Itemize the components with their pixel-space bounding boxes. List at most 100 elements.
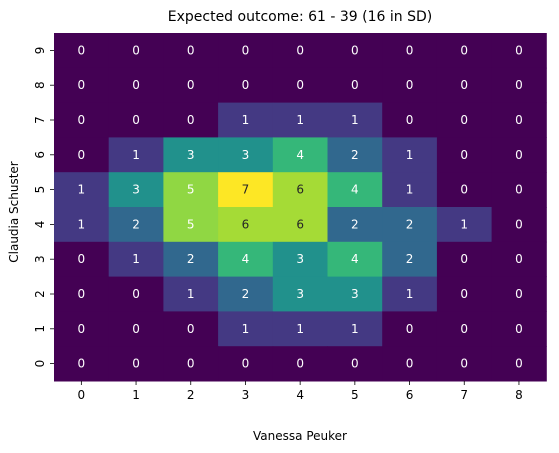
heatmap-cell-r1-c3	[218, 311, 274, 347]
heatmap-cell-r3-c5	[327, 241, 383, 278]
heatmap-cell-r3-c2	[163, 241, 219, 278]
heatmap-cell-r1-c7	[436, 311, 493, 347]
cell-value-label: 2	[132, 217, 140, 231]
cell-value-label: 0	[515, 148, 523, 162]
cell-value-label: 0	[187, 43, 195, 57]
heatmap-cell-r7-c3	[218, 102, 274, 138]
heatmap-cell-r0-c1	[108, 346, 164, 382]
cell-value-label: 0	[515, 113, 523, 127]
cell-value-label: 0	[515, 183, 523, 197]
heatmap-cell-r1-c2	[163, 311, 219, 347]
heatmap-cell-r7-c0	[54, 102, 110, 138]
heatmap-cell-r7-c2	[163, 102, 219, 138]
cell-value-label: 6	[242, 217, 250, 231]
cell-value-label: 1	[351, 322, 359, 336]
heatmap-cell-r9-c1	[108, 33, 164, 69]
cell-value-label: 2	[187, 252, 195, 266]
x-tick-label: 1	[132, 388, 140, 402]
cell-value-label: 7	[242, 183, 250, 197]
cell-value-label: 0	[406, 322, 414, 336]
heatmap-cell-r8-c6	[382, 67, 438, 104]
x-tick-label: 0	[78, 388, 86, 402]
heatmap-cell-r4-c4	[272, 207, 328, 243]
heatmap-cell-r3-c8	[491, 241, 547, 278]
cell-value-label: 1	[460, 217, 468, 231]
y-axis-title: Claudia Schuster	[7, 161, 21, 263]
cell-value-label: 6	[296, 217, 304, 231]
heatmap-cell-r5-c8	[491, 172, 547, 208]
heatmap-cell-r8-c3	[218, 67, 274, 104]
cell-value-label: 0	[460, 357, 468, 371]
cell-value-label: 0	[515, 252, 523, 266]
x-tick-label: 5	[351, 388, 359, 402]
cell-value-label: 3	[351, 287, 359, 301]
heatmap-cell-r9-c4	[272, 33, 328, 69]
cell-value-label: 0	[242, 78, 250, 92]
cell-value-label: 0	[296, 43, 304, 57]
cell-value-label: 2	[351, 217, 359, 231]
cell-value-label: 1	[187, 287, 195, 301]
cell-value-label: 0	[78, 43, 86, 57]
cell-value-label: 0	[515, 357, 523, 371]
heatmap-cell-r8-c0	[54, 67, 110, 104]
y-tick-label: 3	[33, 255, 47, 263]
heatmap-cell-r6-c4	[272, 137, 328, 173]
cell-value-label: 0	[406, 113, 414, 127]
cell-value-label: 1	[296, 322, 304, 336]
cell-value-label: 1	[132, 148, 140, 162]
heatmap-cell-r5-c7	[436, 172, 493, 208]
heatmap-cell-r2-c3	[218, 276, 274, 312]
heatmap-cell-r0-c4	[272, 346, 328, 382]
cell-value-label: 0	[406, 78, 414, 92]
heatmap-cell-r0-c3	[218, 346, 274, 382]
x-tick-label: 3	[242, 388, 250, 402]
cell-value-label: 4	[242, 252, 250, 266]
cell-value-label: 4	[296, 148, 304, 162]
x-tick-label: 7	[460, 388, 468, 402]
x-tick-label: 6	[406, 388, 414, 402]
cell-value-label: 0	[78, 78, 86, 92]
heatmap-cell-r5-c0	[54, 172, 110, 208]
y-axis-ticks: 9 8 7 6 5 4 3 2 1 0	[33, 47, 54, 367]
y-tick-label: 9	[33, 47, 47, 55]
y-tick-label: 5	[33, 186, 47, 194]
cell-value-label: 0	[406, 357, 414, 371]
heatmap-cell-r8-c5	[327, 67, 383, 104]
cell-value-label: 3	[187, 148, 195, 162]
heatmap-cell-r7-c5	[327, 102, 383, 138]
heatmap-cell-r9-c5	[327, 33, 383, 69]
heatmap-cell-r5-c1	[108, 172, 164, 208]
heatmap-cell-r0-c6	[382, 346, 438, 382]
heatmap-cell-r8-c8	[491, 67, 547, 104]
y-tick-label: 2	[33, 290, 47, 298]
cell-value-label: 0	[460, 252, 468, 266]
cell-value-label: 0	[351, 43, 359, 57]
heatmap-cell-r2-c7	[436, 276, 493, 312]
heatmap-cell-r9-c6	[382, 33, 438, 69]
heatmap-cell-r2-c4	[272, 276, 328, 312]
y-tick-label: 6	[33, 151, 47, 159]
cell-value-label: 0	[132, 322, 140, 336]
chart-title: Expected outcome: 61 - 39 (16 in SD)	[168, 9, 432, 25]
heatmap-cell-r6-c6	[382, 137, 438, 173]
x-tick-label: 2	[187, 388, 195, 402]
cell-value-label: 0	[132, 357, 140, 371]
heatmap-cell-r7-c4	[272, 102, 328, 138]
cell-value-label: 0	[132, 43, 140, 57]
cell-value-label: 2	[406, 252, 414, 266]
cell-value-label: 1	[406, 183, 414, 197]
cell-value-label: 0	[187, 357, 195, 371]
heatmap-cell-r1-c6	[382, 311, 438, 347]
heatmap-cell-r8-c1	[108, 67, 164, 104]
cell-value-label: 0	[460, 148, 468, 162]
cell-value-label: 1	[242, 322, 250, 336]
heatmap-cell-r4-c2	[163, 207, 219, 243]
heatmap-cell-r7-c6	[382, 102, 438, 138]
y-tick-label: 1	[33, 325, 47, 333]
cell-value-label: 4	[351, 252, 359, 266]
cell-value-label: 1	[406, 287, 414, 301]
cell-value-label: 5	[187, 183, 195, 197]
heatmap-cell-r4-c1	[108, 207, 164, 243]
cell-value-label: 0	[187, 78, 195, 92]
